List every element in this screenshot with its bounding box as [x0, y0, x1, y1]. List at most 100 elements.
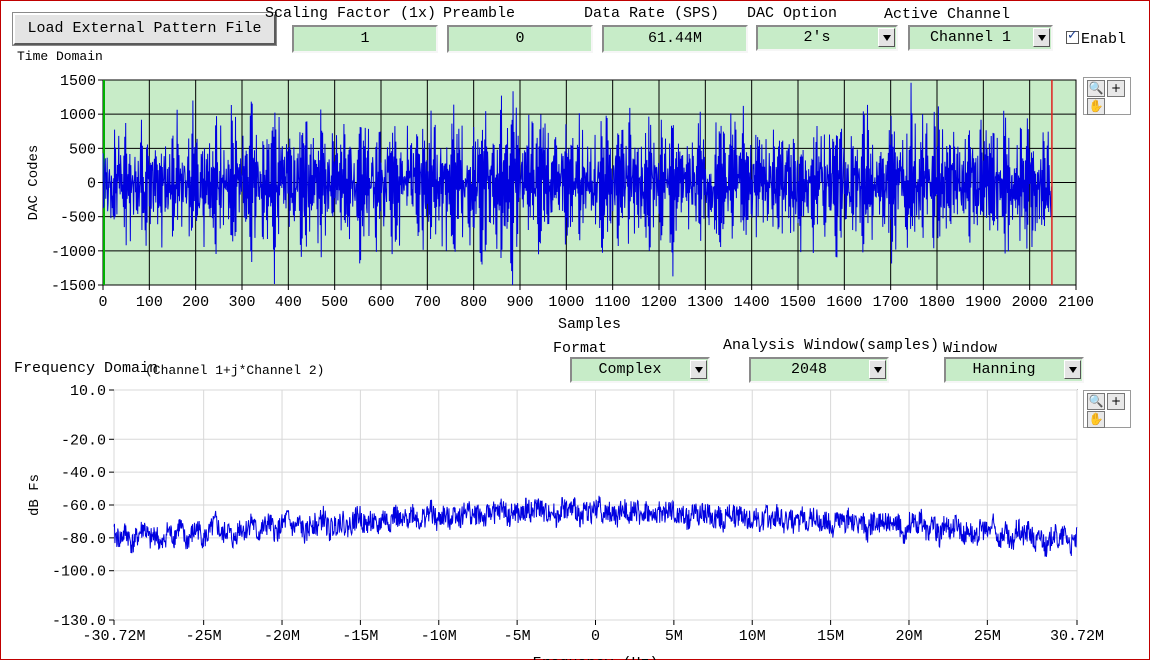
- x-tick-label: -10M: [421, 628, 457, 645]
- enable-label: Enabl: [1081, 31, 1127, 48]
- time-domain-x-axis-label: Samples: [558, 316, 621, 333]
- analysis-window-value: 2048: [790, 361, 827, 378]
- y-tick-label: -1500: [51, 278, 96, 295]
- x-tick-label: 700: [414, 294, 441, 311]
- x-tick-label: 1500: [780, 294, 816, 311]
- y-tick-label: 0: [87, 176, 96, 193]
- crosshair-icon[interactable]: +: [1107, 80, 1125, 97]
- pan-hand-icon[interactable]: ✋: [1087, 411, 1105, 428]
- x-tick-label: 15M: [817, 628, 844, 645]
- x-tick-label: 800: [460, 294, 487, 311]
- x-tick-label: 1700: [873, 294, 909, 311]
- y-tick-label: -130.0: [52, 613, 106, 630]
- y-tick-label: -100.0: [52, 564, 106, 581]
- load-pattern-file-button[interactable]: Load External Pattern File: [12, 12, 277, 46]
- x-tick-label: 25M: [974, 628, 1001, 645]
- frequency-domain-x-axis-label: Frequency (Hz): [532, 655, 658, 660]
- scaling-factor-field[interactable]: 1: [292, 25, 438, 53]
- frequency-domain-y-ticks: 10.0 -20.0 -40.0 -60.0 -80.0 -100.0 -130.0: [52, 383, 114, 630]
- x-tick-label: 1600: [826, 294, 862, 311]
- x-tick-label: 5M: [665, 628, 683, 645]
- x-tick-label: -30.72M: [82, 628, 145, 645]
- format-label: Format: [553, 340, 608, 357]
- y-tick-label: -80.0: [61, 531, 106, 548]
- active-channel-value: Channel 1: [929, 29, 1011, 46]
- time-domain-x-ticks: 0 100 200 300 400 500 600 700 800 900 1000 1100 1200…: [98, 285, 1094, 311]
- dac-option-select[interactable]: 2's: [756, 25, 898, 51]
- y-tick-label: -500: [60, 210, 96, 227]
- x-tick-label: 900: [506, 294, 533, 311]
- window-value: Hanning: [972, 361, 1036, 378]
- x-tick-label: 10M: [739, 628, 766, 645]
- x-tick-label: 0: [98, 294, 107, 311]
- time-domain-y-ticks: 1500 1000 500 0 -500 -1000 -1500: [51, 73, 103, 295]
- frequency-domain-subtitle: (Channel 1+j*Channel 2): [145, 363, 325, 378]
- x-tick-label: 30.72M: [1050, 628, 1104, 645]
- chevron-down-icon[interactable]: [869, 360, 886, 379]
- time-domain-chart[interactable]: 0 100 200 300 400 500 600 700 800 900 1000 1100 1200…: [0, 62, 1150, 342]
- analysis-window-select[interactable]: 2048: [749, 357, 889, 383]
- y-tick-label: 500: [69, 141, 96, 158]
- dac-option-value: 2's: [803, 29, 831, 46]
- x-tick-label: -5M: [504, 628, 531, 645]
- format-value: Complex: [598, 361, 662, 378]
- analysis-window-label: Analysis Window(samples): [723, 337, 940, 354]
- chevron-down-icon[interactable]: [878, 28, 895, 47]
- frequency-domain-grid: [113, 389, 1078, 621]
- scaling-factor-label: Scaling Factor (1x): [265, 5, 437, 22]
- y-tick-label: 1000: [60, 107, 96, 124]
- zoom-icon[interactable]: 🔍: [1087, 393, 1105, 410]
- x-tick-label: 100: [136, 294, 163, 311]
- format-select[interactable]: Complex: [570, 357, 710, 383]
- y-tick-label: 1500: [60, 73, 96, 90]
- window-select[interactable]: Hanning: [944, 357, 1084, 383]
- frequency-domain-trace: [113, 495, 1078, 557]
- x-tick-label: 300: [228, 294, 255, 311]
- x-tick-label: 0: [591, 628, 600, 645]
- enable-checkbox[interactable]: [1066, 28, 1079, 44]
- x-tick-label: 20M: [895, 628, 922, 645]
- time-domain-y-axis-label: DAC Codes: [26, 145, 42, 221]
- chevron-down-icon[interactable]: [1033, 28, 1050, 47]
- window-label: Window: [943, 340, 998, 357]
- frequency-domain-y-axis-label: dB Fs: [27, 474, 43, 516]
- pan-hand-icon[interactable]: ✋: [1087, 98, 1105, 115]
- frequency-domain-title: Frequency Domain: [14, 360, 159, 377]
- x-tick-label: -15M: [342, 628, 378, 645]
- active-channel-select[interactable]: Channel 1: [908, 25, 1053, 51]
- data-rate-label: Data Rate (SPS): [584, 5, 720, 22]
- y-tick-label: 10.0: [70, 383, 106, 400]
- time-domain-trace: [102, 82, 1052, 286]
- x-tick-label: 1800: [919, 294, 955, 311]
- time-domain-title: Time Domain: [17, 49, 103, 64]
- y-tick-label: -40.0: [61, 465, 106, 482]
- x-tick-label: 1400: [734, 294, 770, 311]
- x-tick-label: 400: [275, 294, 302, 311]
- chevron-down-icon[interactable]: [1064, 360, 1081, 379]
- x-tick-label: 1100: [595, 294, 631, 311]
- data-rate-field[interactable]: 61.44M: [602, 25, 748, 53]
- frequency-domain-chart[interactable]: -30.72M -25M -20M -15M -10M -5M 0 5M 10M 15M 20M 25…: [0, 380, 1150, 660]
- x-tick-label: 200: [182, 294, 209, 311]
- time-domain-graph-palette: 🔍 + ✋: [1083, 77, 1131, 115]
- y-tick-label: -60.0: [61, 498, 106, 515]
- chevron-down-icon[interactable]: [690, 360, 707, 379]
- x-tick-label: 1900: [965, 294, 1001, 311]
- preamble-field[interactable]: 0: [447, 25, 593, 53]
- x-tick-label: -20M: [264, 628, 300, 645]
- dac-option-label: DAC Option: [747, 5, 838, 22]
- crosshair-icon[interactable]: +: [1107, 393, 1125, 410]
- x-tick-label: 600: [367, 294, 394, 311]
- x-tick-label: 500: [321, 294, 348, 311]
- x-tick-label: 1200: [641, 294, 677, 311]
- active-channel-label: Active Channel: [884, 6, 1011, 23]
- x-tick-label: 2000: [1012, 294, 1048, 311]
- x-tick-label: -25M: [186, 628, 222, 645]
- x-tick-label: 2100: [1058, 294, 1094, 311]
- x-tick-label: 1000: [548, 294, 584, 311]
- preamble-label: Preamble: [443, 5, 516, 22]
- y-tick-label: -1000: [51, 244, 96, 261]
- zoom-icon[interactable]: 🔍: [1087, 80, 1105, 97]
- x-tick-label: 1300: [687, 294, 723, 311]
- frequency-domain-graph-palette: 🔍 + ✋: [1083, 390, 1131, 428]
